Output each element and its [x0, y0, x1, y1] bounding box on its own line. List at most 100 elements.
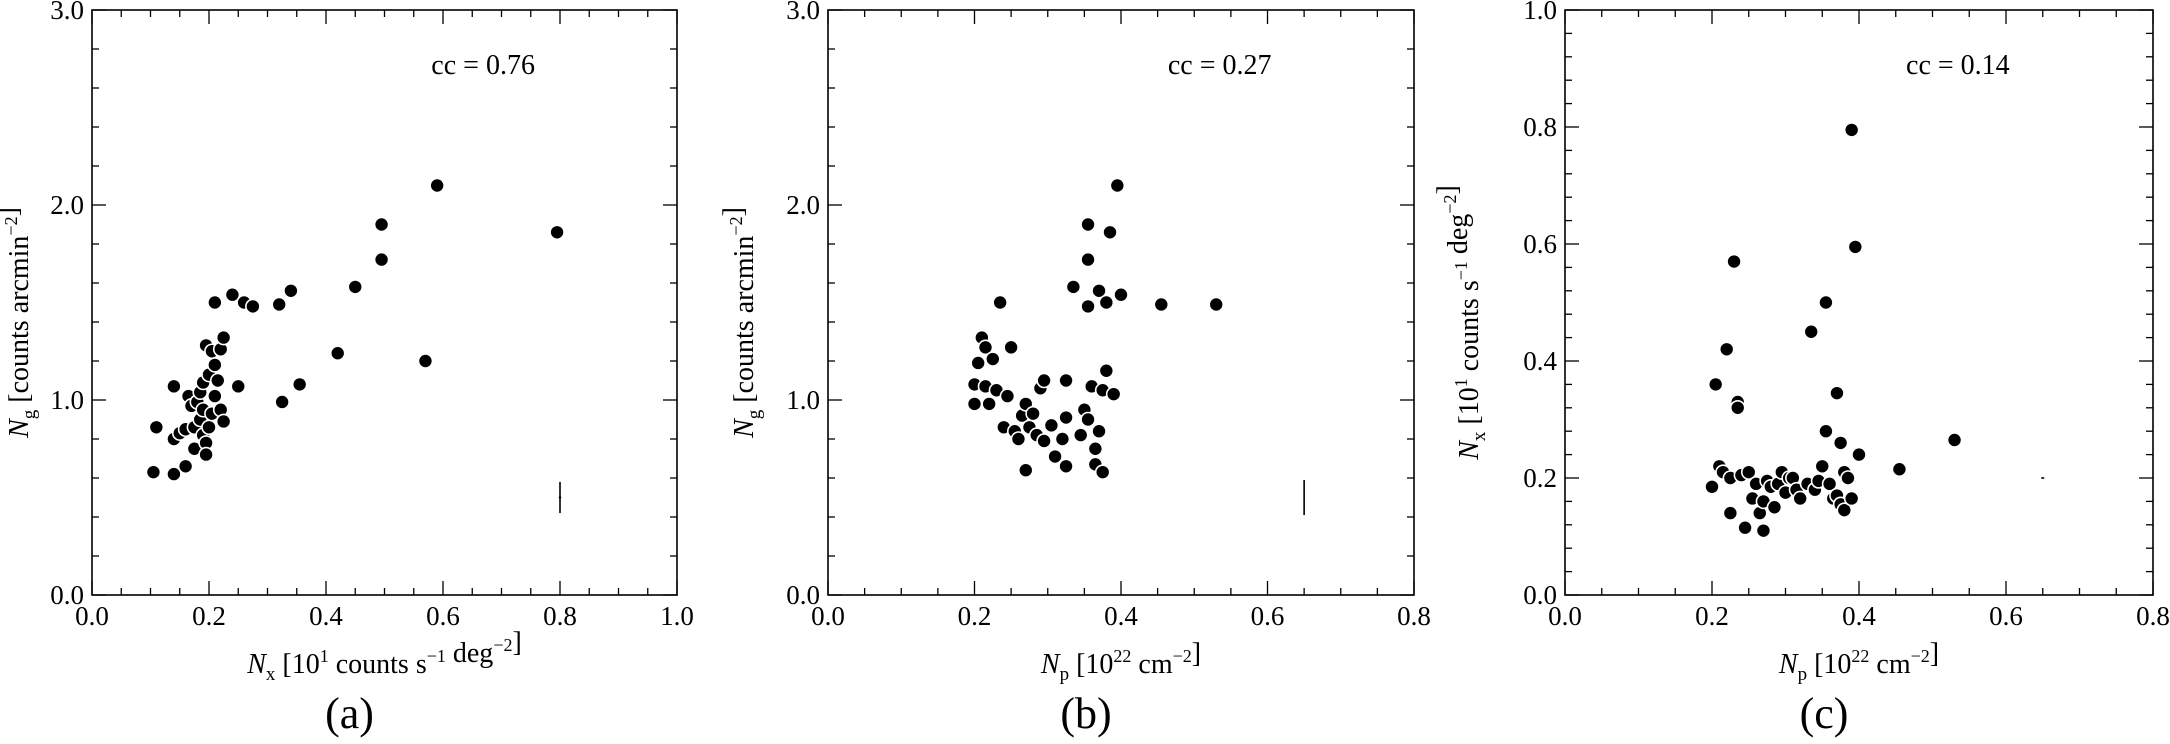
x-tick-label-b: 0.8 [1397, 601, 1431, 631]
data-point-b [1025, 405, 1041, 422]
data-point-b [1087, 440, 1104, 457]
data-point-b [1058, 409, 1074, 426]
data-point-c [1792, 490, 1809, 507]
data-point-a [417, 353, 434, 369]
data-point-c [1707, 376, 1724, 393]
y-tick-label-c: 0.0 [1523, 580, 1557, 610]
data-point-b [1010, 431, 1027, 447]
data-point-a [145, 464, 162, 480]
data-point-b [1080, 411, 1096, 428]
data-point-a [429, 177, 445, 194]
data-point-b [985, 351, 1001, 367]
plot-frame-c [1564, 9, 2154, 596]
x-tick-label-a: 0.4 [309, 601, 343, 631]
x-tick-label-c: 0.2 [1695, 601, 1729, 631]
data-point-a [201, 419, 217, 436]
y-tick-label-a: 2.0 [50, 190, 84, 220]
x-tick-label-b: 0.0 [811, 601, 845, 631]
data-point-c [1836, 502, 1853, 518]
data-point-b [1065, 279, 1082, 295]
data-point-b [1098, 294, 1115, 311]
data-point-b [1058, 458, 1074, 475]
scatter-plot-a: 0.0 0.2 0.4 0.6 0.8 1.0 0.0 1.0 2.0 3.0 cc = 0.76 N… [0, 0, 694, 738]
data-point-b [1109, 177, 1126, 194]
y-tick-label-c: 0.8 [1523, 112, 1557, 142]
data-point-b [970, 355, 986, 371]
data-point-c [1803, 323, 1820, 340]
x-axis-label-a: Nx [101 counts s−1 deg−2] [246, 627, 522, 685]
y-tick-label-b: 3.0 [786, 0, 820, 25]
data-point-b [1091, 423, 1107, 440]
data-point-a [373, 251, 390, 268]
data-point-b [1036, 433, 1052, 449]
data-point-a [166, 378, 182, 395]
data-point-a [274, 394, 290, 410]
data-point-b [1036, 372, 1052, 389]
data-point-c [1818, 423, 1834, 440]
data-point-b [999, 388, 1016, 404]
data-point-b [1091, 282, 1107, 299]
data-point-c [1851, 446, 1867, 463]
data-point-b [1208, 296, 1225, 313]
y-axis-label-c: Nx [101 counts s−1 deg−2] [1432, 185, 1490, 461]
data-point-a [245, 298, 261, 315]
data-point-b [966, 396, 983, 412]
data-point-b [1102, 224, 1118, 241]
data-point-b [1003, 339, 1019, 356]
panel-a: 0.0 0.2 0.4 0.6 0.8 1.0 0.0 1.0 2.0 3.0 cc = 0.76 N… [0, 0, 720, 744]
x-tick-label-a: 0.8 [543, 601, 577, 631]
data-point-a [207, 357, 223, 373]
data-point-a [215, 413, 232, 430]
data-point-c [1814, 458, 1831, 475]
y-tick-label-a: 0.0 [50, 580, 84, 610]
x-tick-label-b: 0.4 [1104, 601, 1138, 631]
data-point-a [373, 216, 390, 233]
y-tick-label-c: 1.0 [1523, 0, 1557, 25]
data-point-a [230, 378, 247, 395]
data-point-a [549, 224, 565, 241]
data-point-c [1832, 435, 1849, 451]
data-point-c [1704, 478, 1720, 495]
data-point-a [271, 296, 288, 313]
data-point-a [209, 372, 226, 389]
y-tick-label-c: 0.6 [1523, 229, 1557, 259]
data-point-b [1080, 216, 1096, 233]
data-point-a [224, 286, 241, 303]
data-point-a [177, 458, 194, 475]
x-tick-label-c: 0.8 [2136, 601, 2170, 631]
data-point-c [1740, 464, 1757, 480]
y-tick-label-b: 2.0 [786, 190, 820, 220]
y-tick-label-c: 0.2 [1523, 463, 1557, 493]
data-point-c [1843, 122, 1860, 138]
y-tick-label-b: 0.0 [786, 580, 820, 610]
data-point-c [1818, 294, 1834, 311]
data-point-c [1891, 461, 1908, 478]
x-tick-label-a: 0.2 [192, 601, 226, 631]
data-point-b [977, 339, 994, 356]
data-point-c [1829, 385, 1845, 401]
data-point-c [1729, 399, 1746, 416]
panel-caption-c: (c) [1800, 689, 1849, 738]
x-tick-label-a: 0.6 [426, 601, 460, 631]
y-axis-label-b: Ng [counts arcmin−2] [718, 207, 765, 439]
y-tick-label-b: 1.0 [786, 385, 820, 415]
x-tick-label-b: 0.6 [1251, 601, 1285, 631]
x-axis-label-c: Np [1022 cm−2] [1778, 638, 1939, 685]
scatter-plot-c: 0.0 0.2 0.4 0.6 0.8 0.0 0.2 0.4 0.6 0.8 1.0 cc = 0.… [1432, 0, 2170, 738]
cc-annotation-a: cc = 0.76 [431, 50, 535, 81]
x-tick-label-b: 0.2 [958, 601, 992, 631]
data-point-c [1766, 499, 1783, 516]
data-point-c [1722, 505, 1739, 521]
data-point-c [1718, 341, 1735, 358]
data-point-c [1821, 476, 1838, 492]
data-point-b [1043, 417, 1060, 434]
data-point-c [1737, 519, 1753, 536]
data-point-b [1080, 251, 1096, 268]
data-point-b [992, 294, 1008, 311]
plot-frame-a [91, 9, 678, 596]
data-point-a [148, 419, 165, 436]
x-tick-label-c: 0.4 [1842, 601, 1876, 631]
data-point-b [1017, 462, 1034, 479]
data-point-a [347, 279, 364, 295]
data-point-a [166, 466, 182, 482]
